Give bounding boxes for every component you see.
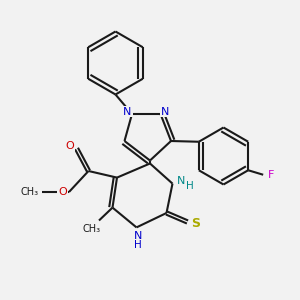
Text: N: N	[134, 231, 142, 242]
Text: N: N	[161, 106, 169, 117]
Text: S: S	[191, 217, 200, 230]
Text: H: H	[134, 240, 142, 250]
Text: O: O	[65, 141, 74, 151]
Text: CH₃: CH₃	[82, 224, 100, 235]
Text: H: H	[186, 181, 194, 191]
Text: N: N	[177, 176, 186, 186]
Text: O: O	[58, 187, 67, 197]
Text: F: F	[268, 170, 274, 180]
Text: CH₃: CH₃	[21, 187, 39, 197]
Text: N: N	[123, 106, 132, 117]
